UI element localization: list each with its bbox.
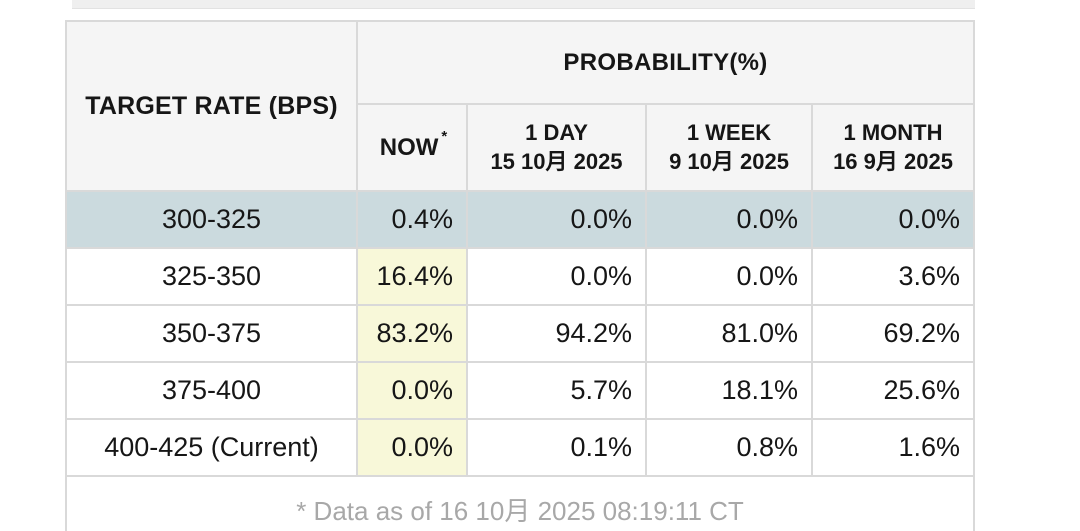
data-as-of-footnote: * Data as of 16 10月 2025 08:19:11 CT: [64, 475, 976, 531]
1week-value: 81.0%: [645, 304, 813, 363]
1week-value: 0.0%: [645, 247, 813, 306]
table-footer-row: * Data as of 16 10月 2025 08:19:11 CT: [64, 475, 976, 531]
now-asterisk: *: [441, 127, 448, 145]
column-header-1day: 1 DAY 15 10月 2025: [466, 103, 647, 192]
1week-value: 0.0%: [645, 190, 813, 249]
now-value: 0.4%: [356, 190, 468, 249]
column-header-1week: 1 WEEK 9 10月 2025: [645, 103, 813, 192]
1week-label: 1 WEEK: [686, 119, 772, 145]
1month-value: 3.6%: [810, 247, 976, 306]
probability-header: PROBABILITY(%): [355, 20, 976, 105]
1week-value: 18.1%: [645, 361, 813, 420]
1month-value: 1.6%: [810, 418, 976, 477]
table-row-325-350: 325-350 16.4% 0.0% 0.0% 3.6%: [65, 247, 976, 306]
1month-label: 1 MONTH: [843, 119, 943, 145]
table-row-350-375: 350-375 83.2% 94.2% 81.0% 69.2%: [65, 304, 976, 363]
now-label: NOW: [379, 133, 439, 161]
1month-value: 69.2%: [810, 304, 976, 363]
table-row-375-400: 375-400 0.0% 5.7% 18.1% 25.6%: [65, 361, 976, 420]
1day-date: 15 10月 2025: [490, 148, 623, 174]
rate-label: 325-350: [65, 247, 358, 306]
1day-label: 1 DAY: [525, 119, 588, 145]
rate-label: 375-400: [65, 361, 358, 420]
table-row-300-325: 300-325 0.4% 0.0% 0.0% 0.0%: [65, 190, 976, 249]
1week-date: 9 10月 2025: [669, 148, 789, 174]
column-header-1month: 1 MONTH 16 9月 2025: [810, 103, 976, 192]
1month-value: 25.6%: [810, 361, 976, 420]
rate-probability-table: TARGET RATE (BPS) PROBABILITY(%) NOW * 1 …: [64, 20, 976, 531]
column-header-now: NOW *: [356, 103, 468, 192]
rate-label: 300-325: [65, 190, 358, 249]
1day-value: 0.0%: [466, 247, 647, 306]
now-value: 0.0%: [356, 361, 468, 420]
1month-value: 0.0%: [810, 190, 976, 249]
1month-date: 16 9月 2025: [833, 148, 953, 174]
top-edge-strip: [72, 0, 975, 9]
now-value: 83.2%: [356, 304, 468, 363]
target-rate-header: TARGET RATE (BPS): [65, 20, 358, 192]
now-value: 16.4%: [356, 247, 468, 306]
now-value: 0.0%: [356, 418, 468, 477]
rate-label: 350-375: [65, 304, 358, 363]
1week-value: 0.8%: [645, 418, 813, 477]
table-row-400-425-current: 400-425 (Current) 0.0% 0.1% 0.8% 1.6%: [65, 418, 976, 477]
rate-label: 400-425 (Current): [65, 418, 358, 477]
1day-value: 0.0%: [466, 190, 647, 249]
1day-value: 0.1%: [466, 418, 647, 477]
1day-value: 94.2%: [466, 304, 647, 363]
1day-value: 5.7%: [466, 361, 647, 420]
